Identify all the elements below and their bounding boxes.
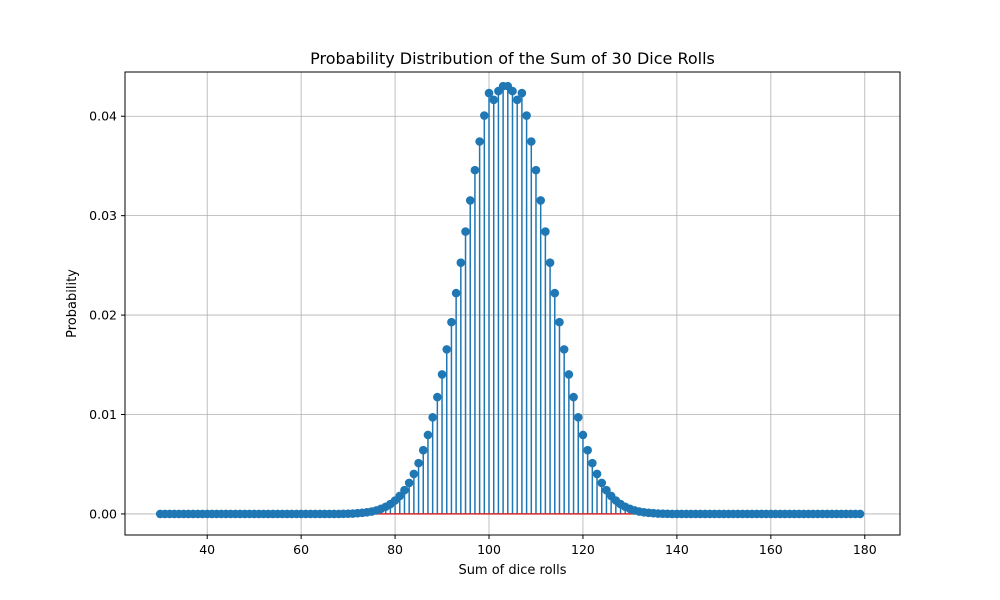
y-tick-label: 0.02 [89, 308, 117, 323]
stem-marker [461, 227, 470, 236]
stem-marker [583, 445, 592, 455]
stem-marker [437, 370, 447, 379]
stem-marker [404, 478, 414, 488]
x-tick-label: 120 [571, 542, 595, 557]
x-tick-label: 160 [759, 542, 783, 557]
stem-marker [855, 509, 865, 519]
stem-marker [597, 478, 607, 488]
stem-marker [442, 345, 452, 354]
stem-marker [555, 317, 564, 327]
stem-marker [480, 111, 489, 120]
stem-marker [447, 317, 456, 327]
stem-marker [550, 288, 560, 298]
y-axis-label: Probability [65, 269, 80, 338]
stem-marker [531, 165, 541, 175]
y-tick-label: 0.01 [89, 407, 117, 422]
x-tick-label: 140 [665, 542, 689, 557]
stem-marker [569, 392, 578, 402]
y-tick-label: 0.04 [89, 109, 117, 124]
stem-marker [573, 412, 583, 422]
stem-marker [470, 165, 480, 175]
plot-frame [124, 71, 901, 536]
stem-marker [475, 137, 484, 146]
ticks: 40 60 80 100 120 140 160 180 0.00 0.01 0.02 0.03 0.0… [89, 109, 877, 557]
x-tick-label: 100 [477, 542, 501, 557]
stem-marker [545, 258, 555, 267]
stem-marker [512, 95, 522, 105]
x-axis-label: Sum of dice rolls [458, 563, 566, 578]
stem-marker [433, 392, 442, 402]
x-tick-label: 40 [199, 542, 215, 557]
stem-marker [602, 485, 611, 495]
stem-marker [578, 430, 588, 440]
stem-marker [456, 258, 466, 267]
chart-title: Probability Distribution of the Sum of 3… [310, 49, 715, 68]
stem-marker [526, 137, 536, 146]
stem-marker [541, 227, 550, 236]
y-tick-label: 0.00 [89, 506, 117, 521]
stem-marker [409, 469, 419, 479]
stem-marker [517, 88, 527, 98]
stem-marker [414, 458, 423, 468]
x-tick-label: 60 [293, 542, 309, 557]
stem-marker [522, 111, 531, 120]
stem-marker [559, 345, 569, 354]
y-tick-label: 0.03 [89, 208, 117, 223]
stem-marker [400, 485, 409, 495]
stem-marker [508, 86, 517, 96]
x-tick-label: 180 [853, 542, 877, 557]
stem-marker [536, 196, 545, 205]
stem-marker [423, 430, 433, 440]
stem-marker [489, 95, 499, 105]
stem-marker [465, 196, 475, 205]
stem-marker [564, 370, 574, 379]
stems [342, 86, 669, 514]
stem-marker [451, 288, 461, 298]
x-tick-label: 80 [387, 542, 403, 557]
stem-marker [428, 412, 437, 422]
stem-marker [592, 469, 602, 479]
stem-marker [588, 458, 597, 468]
markers [155, 81, 865, 519]
stem-marker [484, 88, 494, 98]
stem-marker [395, 491, 405, 501]
stem-marker [418, 445, 428, 455]
